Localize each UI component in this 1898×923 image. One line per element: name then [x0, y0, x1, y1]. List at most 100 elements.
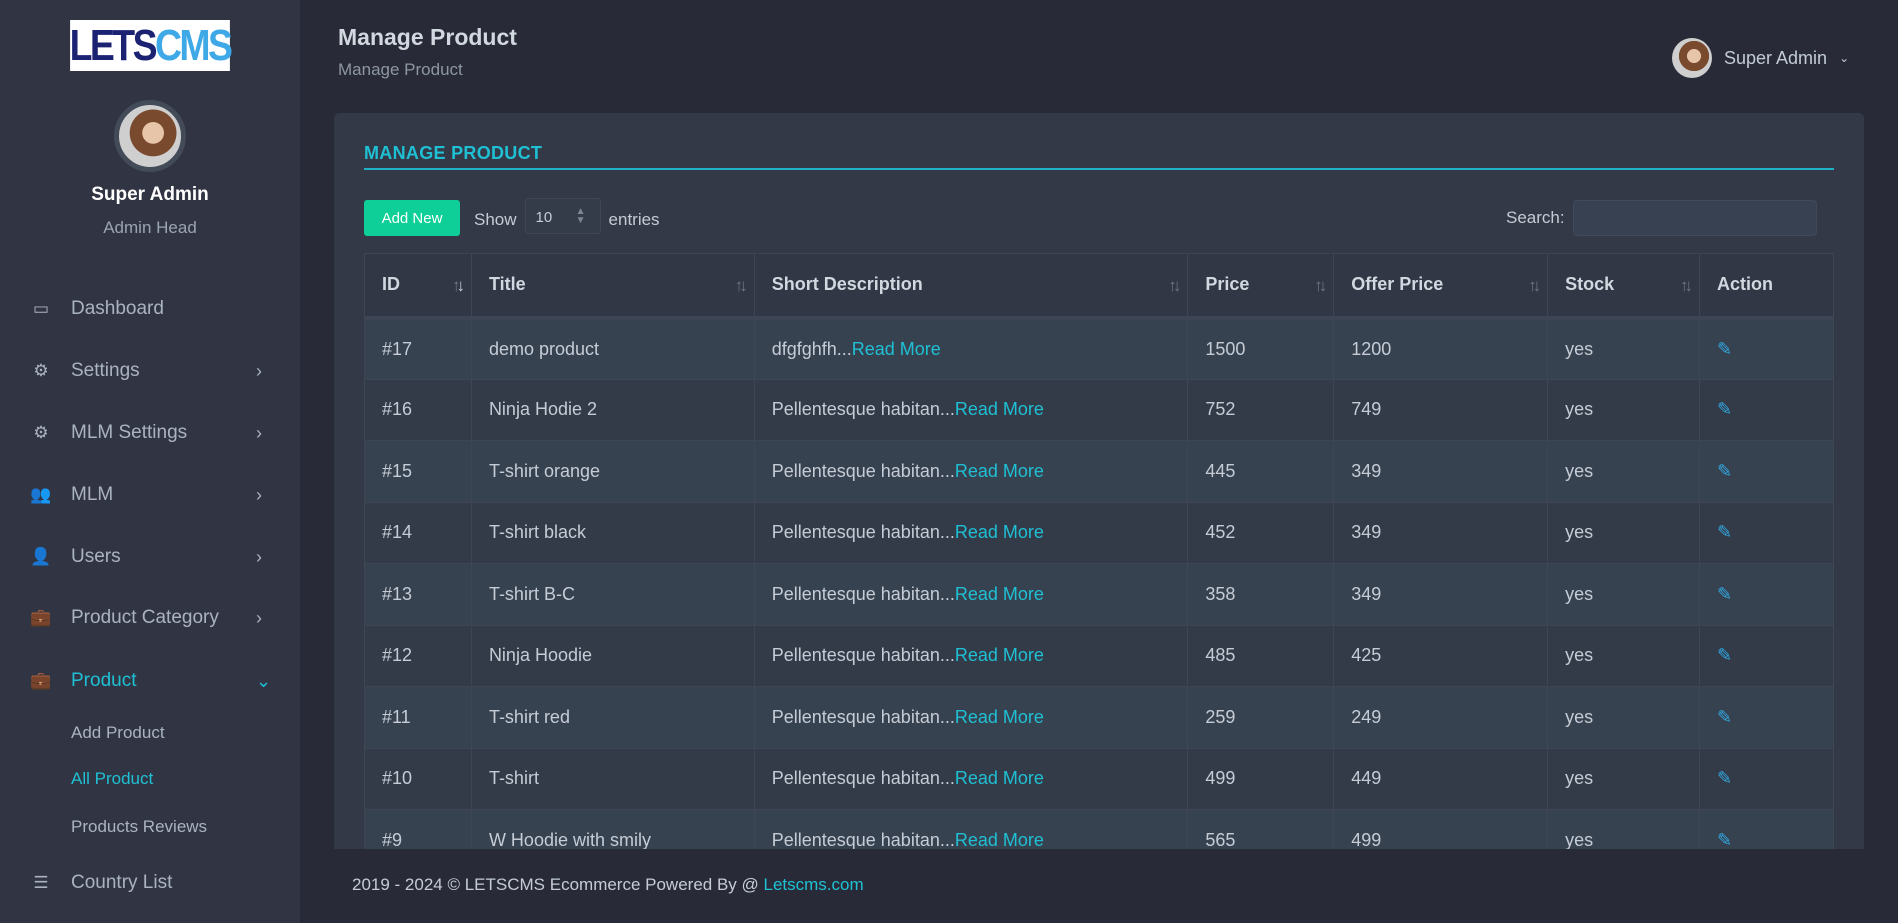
cell: 499: [1187, 747, 1335, 810]
read-more-link[interactable]: Read More: [954, 645, 1044, 666]
read-more-link[interactable]: Read More: [954, 706, 1044, 727]
column-header[interactable]: Price ↑↓: [1187, 253, 1335, 320]
sidebar-subitem[interactable]: All Product: [71, 769, 154, 788]
sort-icon: ↑↓: [1528, 276, 1541, 295]
cell: #12: [364, 624, 472, 687]
sidebar-item-mlm[interactable]: 👥 MLM ›: [0, 475, 300, 515]
cell: T-shirt orange: [470, 440, 755, 503]
cell: yes: [1547, 501, 1700, 564]
cell: 452: [1187, 501, 1335, 564]
edit-icon[interactable]: ✎: [1717, 460, 1733, 481]
cell: T-shirt: [470, 747, 755, 810]
cell: #14: [364, 501, 472, 564]
table-row: #12 Ninja Hoodie Pellentesque habitan...Re…: [364, 624, 1834, 687]
table-row: #14 T-shirt black Pellentesque habitan...R…: [364, 501, 1834, 564]
edit-icon[interactable]: ✎: [1717, 583, 1733, 604]
cell: Pellentesque habitan...Read More: [753, 563, 1189, 626]
edit-icon[interactable]: ✎: [1717, 829, 1733, 850]
footer-link[interactable]: Letscms.com: [763, 875, 864, 894]
sidebar-item-label: Dashboard: [71, 298, 164, 319]
edit-icon[interactable]: ✎: [1717, 399, 1733, 420]
cell: #11: [364, 686, 472, 749]
sidebar-item-users[interactable]: 👤 Users ›: [0, 537, 300, 577]
sort-icon: ↑↓: [734, 276, 748, 295]
column-header[interactable]: Action: [1699, 253, 1834, 320]
manage-product-card: MANAGE PRODUCT Add New Show 10 ▲ ▼ entries…: [334, 113, 1864, 872]
read-more-link[interactable]: Read More: [851, 338, 941, 359]
sidebar-item-label: Country List: [71, 872, 173, 893]
read-more-link[interactable]: Read More: [954, 583, 1044, 604]
chevron-down-icon: ⌄: [1839, 51, 1850, 65]
entries-select[interactable]: 10 ▲ ▼: [524, 198, 601, 234]
read-more-link[interactable]: Read More: [954, 768, 1044, 789]
column-header[interactable]: ID ↑↓: [364, 253, 472, 320]
read-more-link[interactable]: Read More: [954, 829, 1044, 850]
sidebar-item-dashboard[interactable]: ▭ Dashboard: [0, 289, 300, 329]
logo[interactable]: LETS CMS: [69, 20, 233, 71]
sidebar-item-mlm-settings[interactable]: ⚙ MLM Settings ›: [0, 413, 300, 453]
sidebar-item-settings[interactable]: ⚙ Settings ›: [0, 351, 300, 391]
edit-icon[interactable]: ✎: [1717, 522, 1733, 543]
column-header[interactable]: Title ↑↓: [470, 253, 755, 320]
cell: Ninja Hodie 2: [470, 378, 755, 441]
gear-icon: ⚙: [33, 423, 49, 442]
cell: 752: [1187, 378, 1335, 441]
search-input[interactable]: [1572, 200, 1817, 236]
cell: 749: [1333, 378, 1549, 441]
read-more-link[interactable]: Read More: [954, 460, 1044, 481]
breadcrumb: Manage Product: [338, 60, 463, 79]
cell: ✎: [1699, 378, 1834, 441]
cell: 445: [1187, 440, 1335, 503]
search: Search:: [1506, 200, 1817, 236]
profile-role: Admin Head: [103, 218, 197, 237]
column-header[interactable]: Offer Price ↑↓: [1333, 253, 1549, 320]
sidebar-item-label: Product Category: [71, 607, 219, 628]
cell: #10: [364, 747, 472, 810]
cell: Pellentesque habitan...Read More: [753, 378, 1189, 441]
user-menu[interactable]: Super Admin ⌄: [1672, 38, 1849, 78]
cell: yes: [1547, 317, 1700, 380]
cell: 1500: [1187, 317, 1335, 380]
select-arrows-icon: ▲ ▼: [575, 206, 586, 226]
sidebar-item-product[interactable]: 💼 Product ⌄: [0, 661, 300, 701]
cell: 259: [1187, 686, 1335, 749]
sidebar-item-label: MLM Settings: [71, 422, 188, 443]
chevron-icon: ›: [256, 546, 262, 567]
add-new-button[interactable]: Add New: [364, 200, 460, 236]
cell: 349: [1333, 440, 1549, 503]
read-more-link[interactable]: Read More: [954, 399, 1044, 420]
sidebar-subitem[interactable]: Products Reviews: [71, 817, 208, 836]
sidebar-item-product-category[interactable]: 💼 Product Category ›: [0, 598, 300, 638]
table-row: #17 demo product dfgfghfh...Read More 1500 1…: [364, 317, 1834, 380]
gear-icon: ⚙: [33, 361, 49, 380]
page-title: Manage Product: [338, 24, 517, 50]
cell: Pellentesque habitan...Read More: [753, 747, 1189, 810]
sidebar-subitem[interactable]: Add Product: [71, 723, 165, 742]
read-more-link[interactable]: Read More: [954, 522, 1044, 543]
table-row: #15 T-shirt orange Pellentesque habitan...…: [364, 440, 1834, 503]
cell: yes: [1547, 747, 1700, 810]
cell: dfgfghfh...Read More: [753, 317, 1189, 380]
cell: ✎: [1699, 440, 1834, 503]
edit-icon[interactable]: ✎: [1717, 645, 1733, 666]
sidebar-item-country-list[interactable]: ☰ Country List: [0, 863, 300, 903]
cell: 349: [1333, 563, 1549, 626]
cell: yes: [1547, 440, 1700, 503]
column-header[interactable]: Stock ↑↓: [1547, 253, 1700, 320]
table-row: #11 T-shirt red Pellentesque habitan...Rea…: [364, 686, 1834, 749]
table-row: #16 Ninja Hodie 2 Pellentesque habitan...R…: [364, 378, 1834, 441]
edit-icon[interactable]: ✎: [1717, 706, 1733, 727]
cell: 358: [1187, 563, 1335, 626]
edit-icon[interactable]: ✎: [1717, 768, 1733, 789]
cell: #15: [364, 440, 472, 503]
footer: 2019 - 2024 © LETSCMS Ecommerce Powered …: [300, 849, 1898, 923]
column-header[interactable]: Short Description ↑↓: [753, 253, 1189, 320]
cell: yes: [1547, 686, 1700, 749]
card-title: MANAGE PRODUCT: [364, 143, 543, 163]
table-row: #10 T-shirt Pellentesque habitan...Read Mo…: [364, 747, 1834, 810]
edit-icon[interactable]: ✎: [1717, 338, 1733, 359]
cell: 425: [1333, 624, 1549, 687]
sidebar-item-label: MLM: [71, 484, 114, 505]
sort-icon: ↑↓: [451, 276, 465, 295]
users-icon: 👤: [30, 547, 52, 566]
